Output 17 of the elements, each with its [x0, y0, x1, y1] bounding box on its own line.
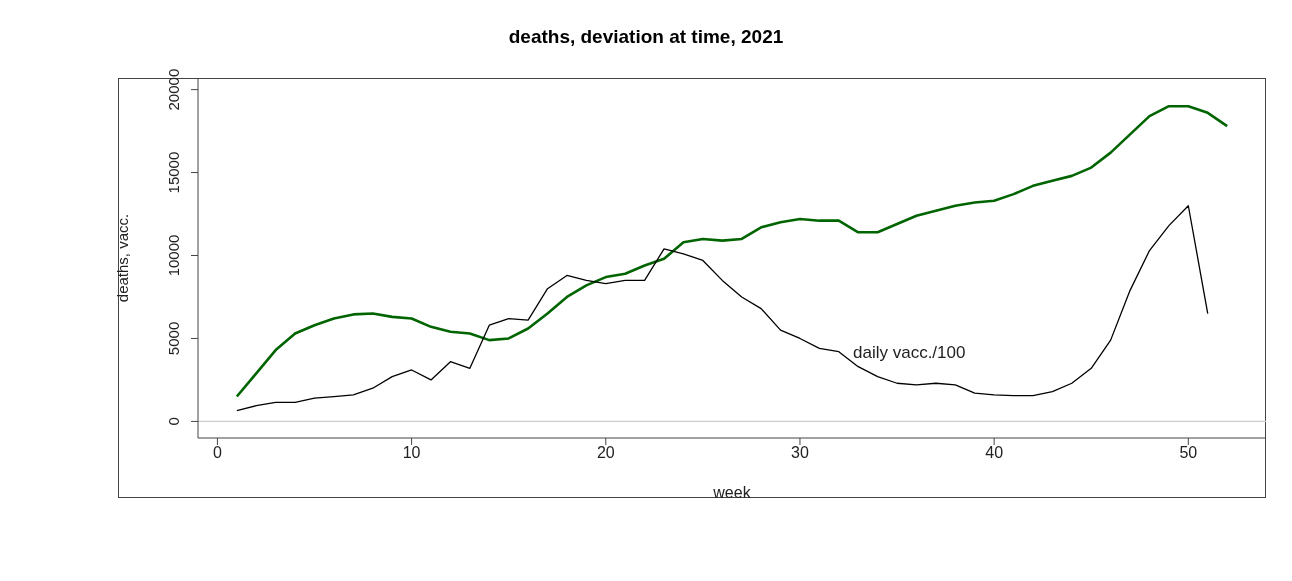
y-tick-label: 20000 [165, 68, 182, 111]
x-axis-title: week [712, 484, 752, 501]
line-series [235, 104, 1229, 398]
x-tick-label: 10 [402, 444, 421, 462]
line-series [236, 205, 1209, 412]
x-tick-label: 20 [596, 444, 615, 462]
y-axis-title: deaths, vacc. [114, 213, 132, 303]
x-tick-label: 50 [1179, 444, 1198, 462]
y-tick-label: 10000 [165, 234, 182, 277]
y-tick-label: 5000 [165, 321, 182, 356]
annotation: daily vacc./100 [853, 343, 966, 363]
x-tick-label: 40 [985, 444, 1004, 462]
chart-title: deaths, deviation at time, 2021 [507, 26, 785, 48]
x-tick-label: 30 [791, 444, 809, 462]
y-tick-label: 0 [165, 417, 182, 426]
y-tick-label: 15000 [165, 151, 182, 194]
x-tick-label: 0 [212, 444, 222, 462]
